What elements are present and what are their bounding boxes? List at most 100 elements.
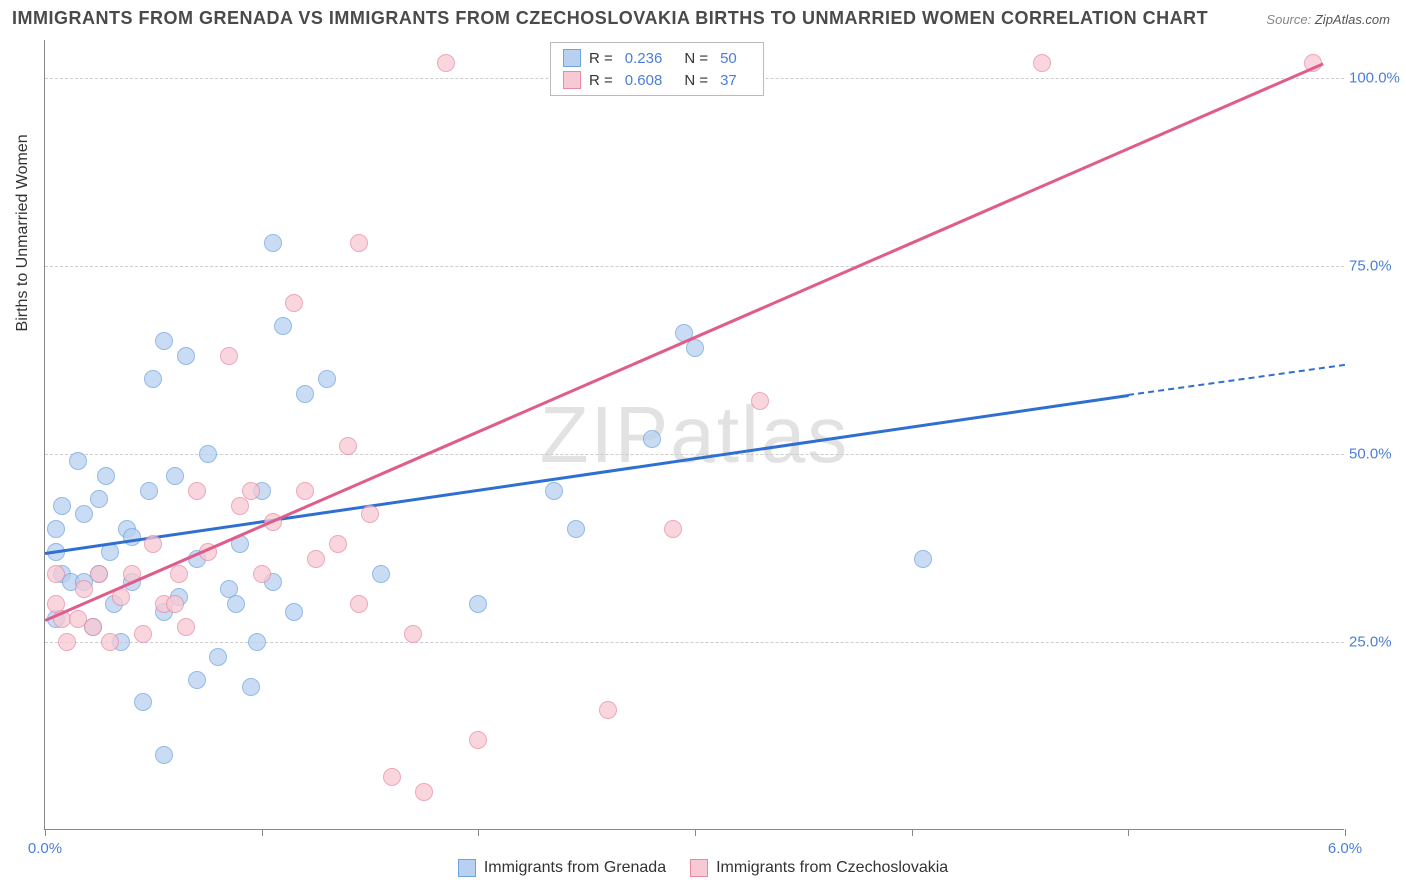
scatter-point (47, 565, 65, 583)
scatter-point (545, 482, 563, 500)
trend-line (45, 63, 1324, 622)
scatter-point (242, 678, 260, 696)
source-credit: Source: ZipAtlas.com (1266, 12, 1390, 27)
scatter-point (643, 430, 661, 448)
y-tick-label: 75.0% (1349, 257, 1404, 274)
y-axis-title: Births to Unmarried Women (14, 134, 32, 331)
x-tick-label: 0.0% (28, 840, 62, 857)
y-tick-label: 50.0% (1349, 445, 1404, 462)
scatter-point (134, 693, 152, 711)
scatter-point (75, 505, 93, 523)
legend-series-label: Immigrants from Grenada (484, 859, 666, 877)
x-tick (262, 829, 263, 836)
scatter-point (199, 445, 217, 463)
y-tick-label: 25.0% (1349, 633, 1404, 650)
x-tick (478, 829, 479, 836)
scatter-point (567, 520, 585, 538)
watermark: ZIPatlas (540, 389, 849, 481)
scatter-point (170, 565, 188, 583)
scatter-point (166, 595, 184, 613)
legend-swatch (563, 71, 581, 89)
scatter-point (242, 482, 260, 500)
chart-title: IMMIGRANTS FROM GRENADA VS IMMIGRANTS FR… (12, 8, 1208, 29)
n-label: N = (684, 50, 708, 67)
legend-swatch (458, 859, 476, 877)
scatter-point (350, 234, 368, 252)
scatter-point (599, 701, 617, 719)
scatter-point (144, 370, 162, 388)
gridline (45, 642, 1344, 643)
scatter-point (469, 595, 487, 613)
legend-series-label: Immigrants from Czechoslovakia (716, 859, 948, 877)
scatter-point (751, 392, 769, 410)
trend-line-dashed (1128, 364, 1345, 396)
scatter-point (47, 520, 65, 538)
scatter-point (361, 505, 379, 523)
scatter-point (285, 294, 303, 312)
scatter-point (144, 535, 162, 553)
scatter-point (329, 535, 347, 553)
scatter-point (383, 768, 401, 786)
plot-area: ZIPatlas 25.0%50.0%75.0%100.0%0.0%6.0% (44, 40, 1344, 830)
n-value: 50 (720, 50, 737, 67)
scatter-point (58, 633, 76, 651)
scatter-point (177, 347, 195, 365)
scatter-point (140, 482, 158, 500)
scatter-point (90, 565, 108, 583)
scatter-point (155, 332, 173, 350)
legend-swatch (563, 49, 581, 67)
r-value: 0.236 (625, 50, 663, 67)
scatter-point (404, 625, 422, 643)
legend-series-item: Immigrants from Grenada (458, 859, 666, 877)
n-label: N = (684, 72, 708, 89)
scatter-point (220, 347, 238, 365)
legend-swatch (690, 859, 708, 877)
scatter-point (307, 550, 325, 568)
scatter-point (123, 528, 141, 546)
gridline (45, 266, 1344, 267)
x-tick-label: 6.0% (1328, 840, 1362, 857)
scatter-point (264, 234, 282, 252)
x-tick (1128, 829, 1129, 836)
legend-series-item: Immigrants from Czechoslovakia (690, 859, 948, 877)
scatter-point (339, 437, 357, 455)
scatter-point (134, 625, 152, 643)
r-label: R = (589, 72, 613, 89)
scatter-point (227, 595, 245, 613)
scatter-point (350, 595, 368, 613)
scatter-point (53, 497, 71, 515)
r-label: R = (589, 50, 613, 67)
scatter-point (253, 565, 271, 583)
scatter-point (372, 565, 390, 583)
scatter-point (231, 497, 249, 515)
scatter-point (285, 603, 303, 621)
r-value: 0.608 (625, 72, 663, 89)
scatter-point (274, 317, 292, 335)
scatter-point (437, 54, 455, 72)
scatter-point (90, 490, 108, 508)
x-tick (695, 829, 696, 836)
scatter-point (296, 385, 314, 403)
legend-correlation: R = 0.236 N = 50 R = 0.608 N = 37 (550, 42, 764, 96)
scatter-point (1033, 54, 1051, 72)
trend-line (45, 394, 1129, 554)
scatter-point (209, 648, 227, 666)
legend-correlation-row: R = 0.608 N = 37 (563, 69, 751, 91)
x-tick (1345, 829, 1346, 836)
scatter-point (318, 370, 336, 388)
scatter-point (296, 482, 314, 500)
scatter-point (75, 580, 93, 598)
scatter-point (97, 467, 115, 485)
source-value: ZipAtlas.com (1315, 12, 1390, 27)
n-value: 37 (720, 72, 737, 89)
scatter-point (686, 339, 704, 357)
scatter-point (248, 633, 266, 651)
legend-correlation-row: R = 0.236 N = 50 (563, 47, 751, 69)
y-tick-label: 100.0% (1349, 69, 1404, 86)
source-label: Source: (1266, 12, 1311, 27)
scatter-point (101, 633, 119, 651)
scatter-point (188, 482, 206, 500)
scatter-point (177, 618, 195, 636)
scatter-point (155, 746, 173, 764)
x-tick (45, 829, 46, 836)
